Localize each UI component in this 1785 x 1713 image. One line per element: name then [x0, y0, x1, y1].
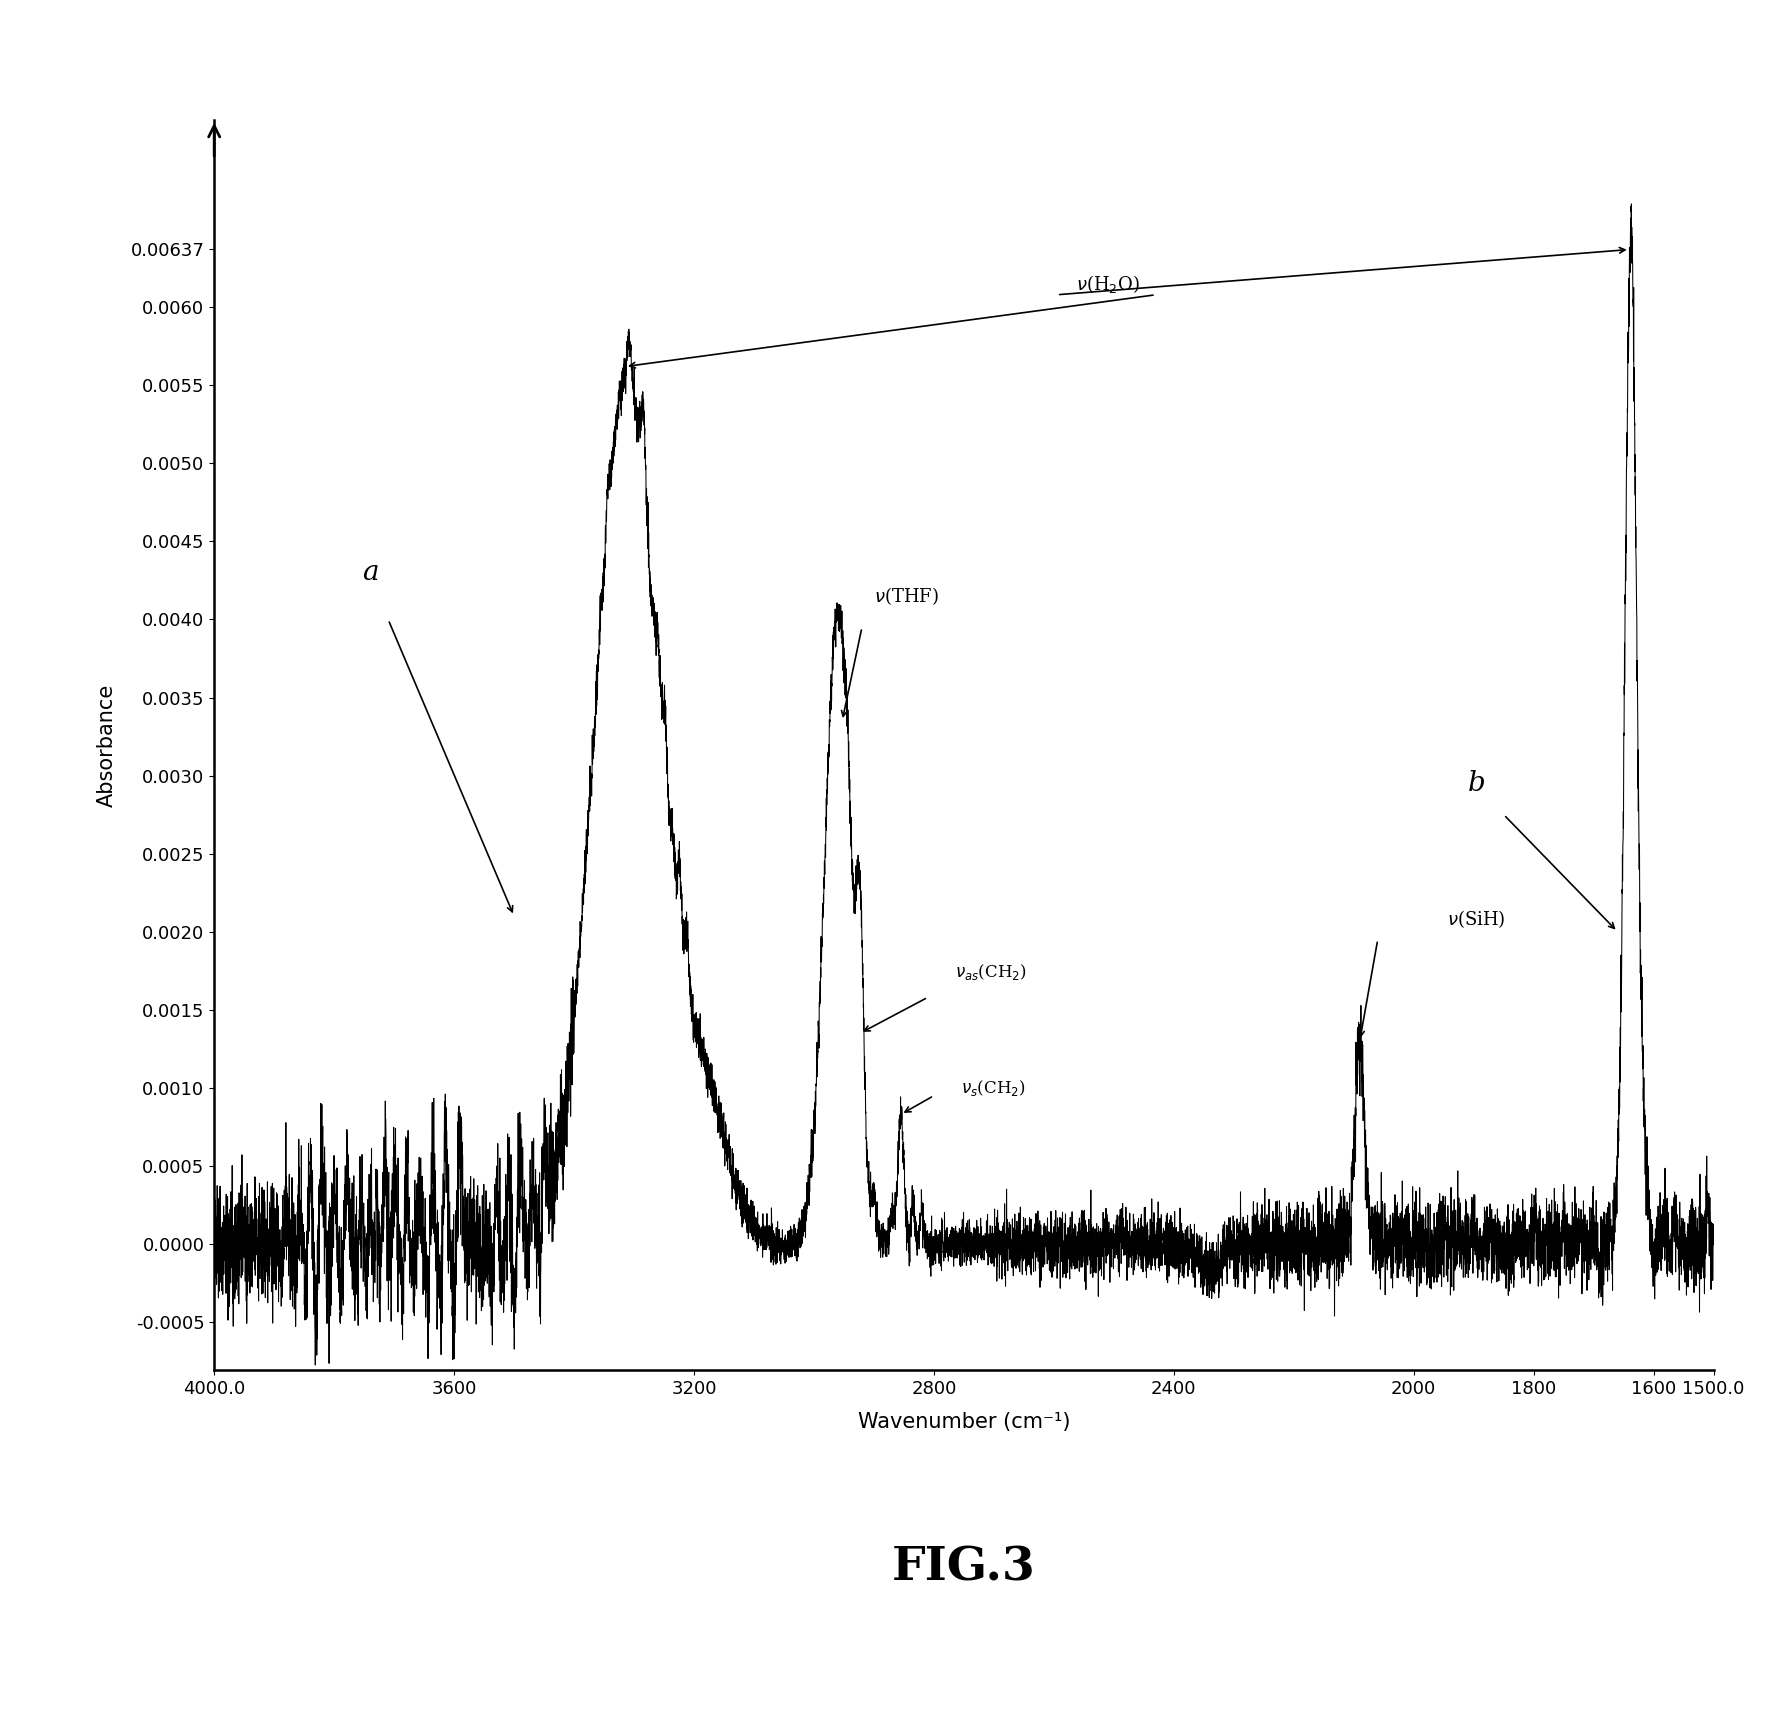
Text: $\nu_{s}$(CH$_2$): $\nu_{s}$(CH$_2$)	[960, 1077, 1026, 1098]
Text: FIG.3: FIG.3	[892, 1545, 1035, 1590]
Text: a: a	[362, 558, 378, 586]
Text: $\nu_{as}$(CH$_2$): $\nu_{as}$(CH$_2$)	[955, 961, 1026, 982]
Text: b: b	[1467, 769, 1485, 797]
Y-axis label: Absorbance: Absorbance	[96, 683, 116, 807]
Text: $\nu$(SiH): $\nu$(SiH)	[1446, 908, 1505, 930]
Text: $\nu$(THF): $\nu$(THF)	[875, 586, 939, 606]
X-axis label: Wavenumber (cm⁻¹): Wavenumber (cm⁻¹)	[857, 1412, 1071, 1432]
Text: $\nu$(H$_2$O): $\nu$(H$_2$O)	[1076, 272, 1141, 295]
